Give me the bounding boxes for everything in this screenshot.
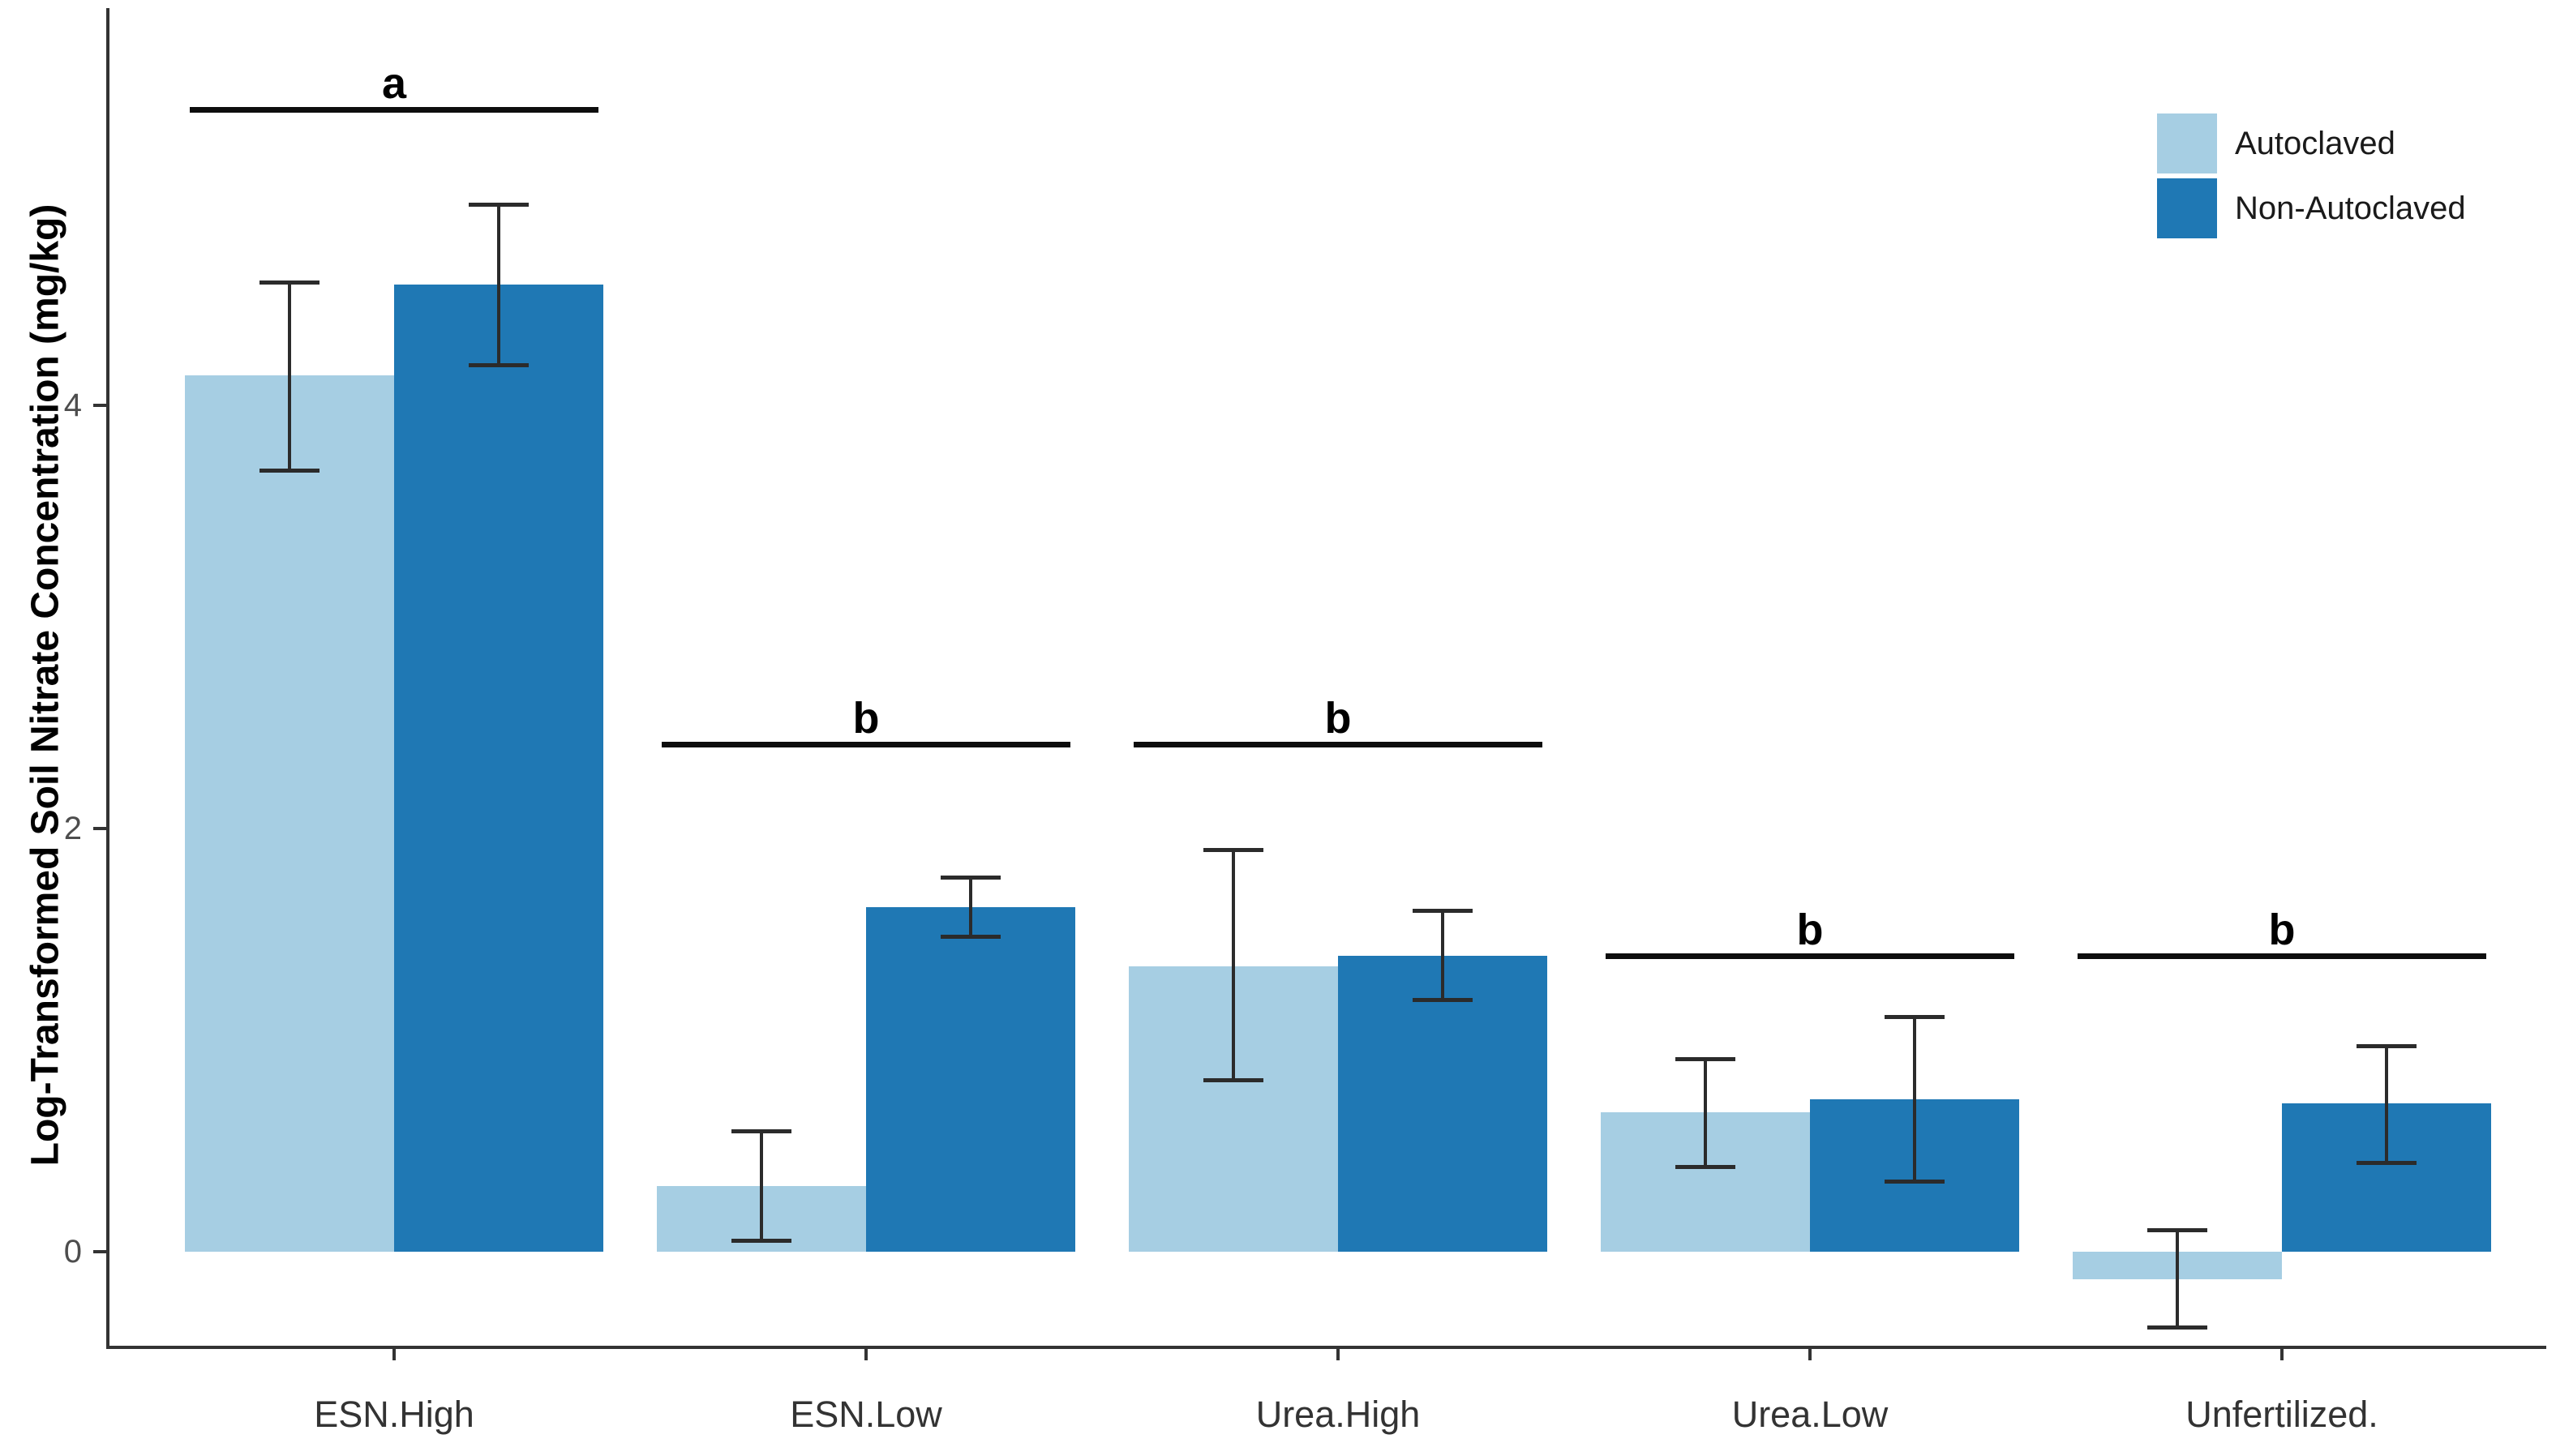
error-bar-cap-top [1885,1014,1945,1019]
error-bar-cap-bottom [259,469,320,473]
error-bar-cap-bottom [941,934,1001,939]
error-bar-cap-bottom [469,362,529,367]
y-tick-label: 2 [63,811,82,846]
bar-esn-high-autoclaved [185,375,394,1252]
bar-esn-low-non-autoclaved [866,906,1075,1252]
error-bar-stem [1913,1017,1916,1182]
x-tick-mark [2280,1349,2284,1360]
error-bar-cap-top [2147,1228,2207,1233]
error-bar-cap-bottom [731,1239,791,1244]
y-tick-label: 0 [63,1234,82,1270]
legend-swatch-icon [2157,178,2217,238]
y-tick-label: 4 [63,388,82,423]
legend-item-autoclaved: Autoclaved [2157,113,2556,173]
y-axis-title: Log-Transformed Soil Nitrate Concentrati… [24,203,67,1167]
error-bar-stem [497,204,500,366]
error-bar-stem [969,877,972,937]
legend-label: Autoclaved [2235,126,2395,161]
error-bar-stem [760,1131,763,1241]
x-tick-mark [864,1349,868,1360]
error-bar-cap-bottom [1413,997,1473,1002]
x-axis-line [106,1346,2546,1349]
significance-letter: a [381,58,407,108]
error-bar-stem [1441,910,1444,1000]
bar-esn-high-non-autoclaved [394,285,603,1252]
error-bar-cap-bottom [2357,1160,2417,1165]
x-axis-category-label: Unfertilized. [2185,1394,2378,1435]
x-axis-category-label: Urea.Low [1731,1394,1889,1435]
error-bar-cap-top [1413,909,1473,914]
error-bar-cap-top [259,280,320,285]
error-bar-stem [2176,1230,2179,1328]
significance-letter: b [852,693,880,743]
error-bar-cap-top [469,202,529,207]
significance-line [2078,953,2486,959]
error-bar-stem [1704,1059,1707,1167]
x-tick-mark [1808,1349,1812,1360]
legend-label: Non-Autoclaved [2235,191,2466,226]
error-bar-stem [2385,1046,2388,1163]
error-bar-cap-bottom [1885,1180,1945,1184]
error-bar-cap-bottom [2147,1325,2207,1330]
significance-line [662,741,1070,747]
error-bar-cap-top [1675,1056,1735,1061]
x-axis-category-label: ESN.High [314,1394,474,1435]
error-bar-stem [288,282,291,471]
error-bar-cap-bottom [1675,1165,1735,1170]
bar-urea-high-non-autoclaved [1338,955,1547,1252]
significance-line [190,106,598,113]
x-axis-category-label: Urea.High [1255,1394,1421,1435]
error-bar-cap-top [731,1128,791,1133]
significance-letter: b [1796,905,1824,954]
significance-line [1134,741,1542,747]
x-tick-mark [1336,1349,1340,1360]
significance-letter: b [1324,693,1352,743]
error-bar-cap-top [1203,847,1263,852]
error-bar-cap-top [941,875,1001,880]
significance-line [1606,953,2014,959]
error-bar-stem [1232,850,1235,1081]
x-tick-mark [392,1349,396,1360]
x-axis-category-label: ESN.Low [790,1394,942,1435]
error-bar-cap-top [2357,1044,2417,1049]
legend-item-non-autoclaved: Non-Autoclaved [2157,178,2556,238]
y-tick-mark [93,404,106,407]
y-axis-line [106,8,109,1346]
y-tick-mark [93,1250,106,1253]
error-bar-cap-bottom [1203,1078,1263,1083]
y-tick-mark [93,827,106,830]
legend-swatch-icon [2157,113,2217,173]
significance-letter: b [2268,905,2296,954]
